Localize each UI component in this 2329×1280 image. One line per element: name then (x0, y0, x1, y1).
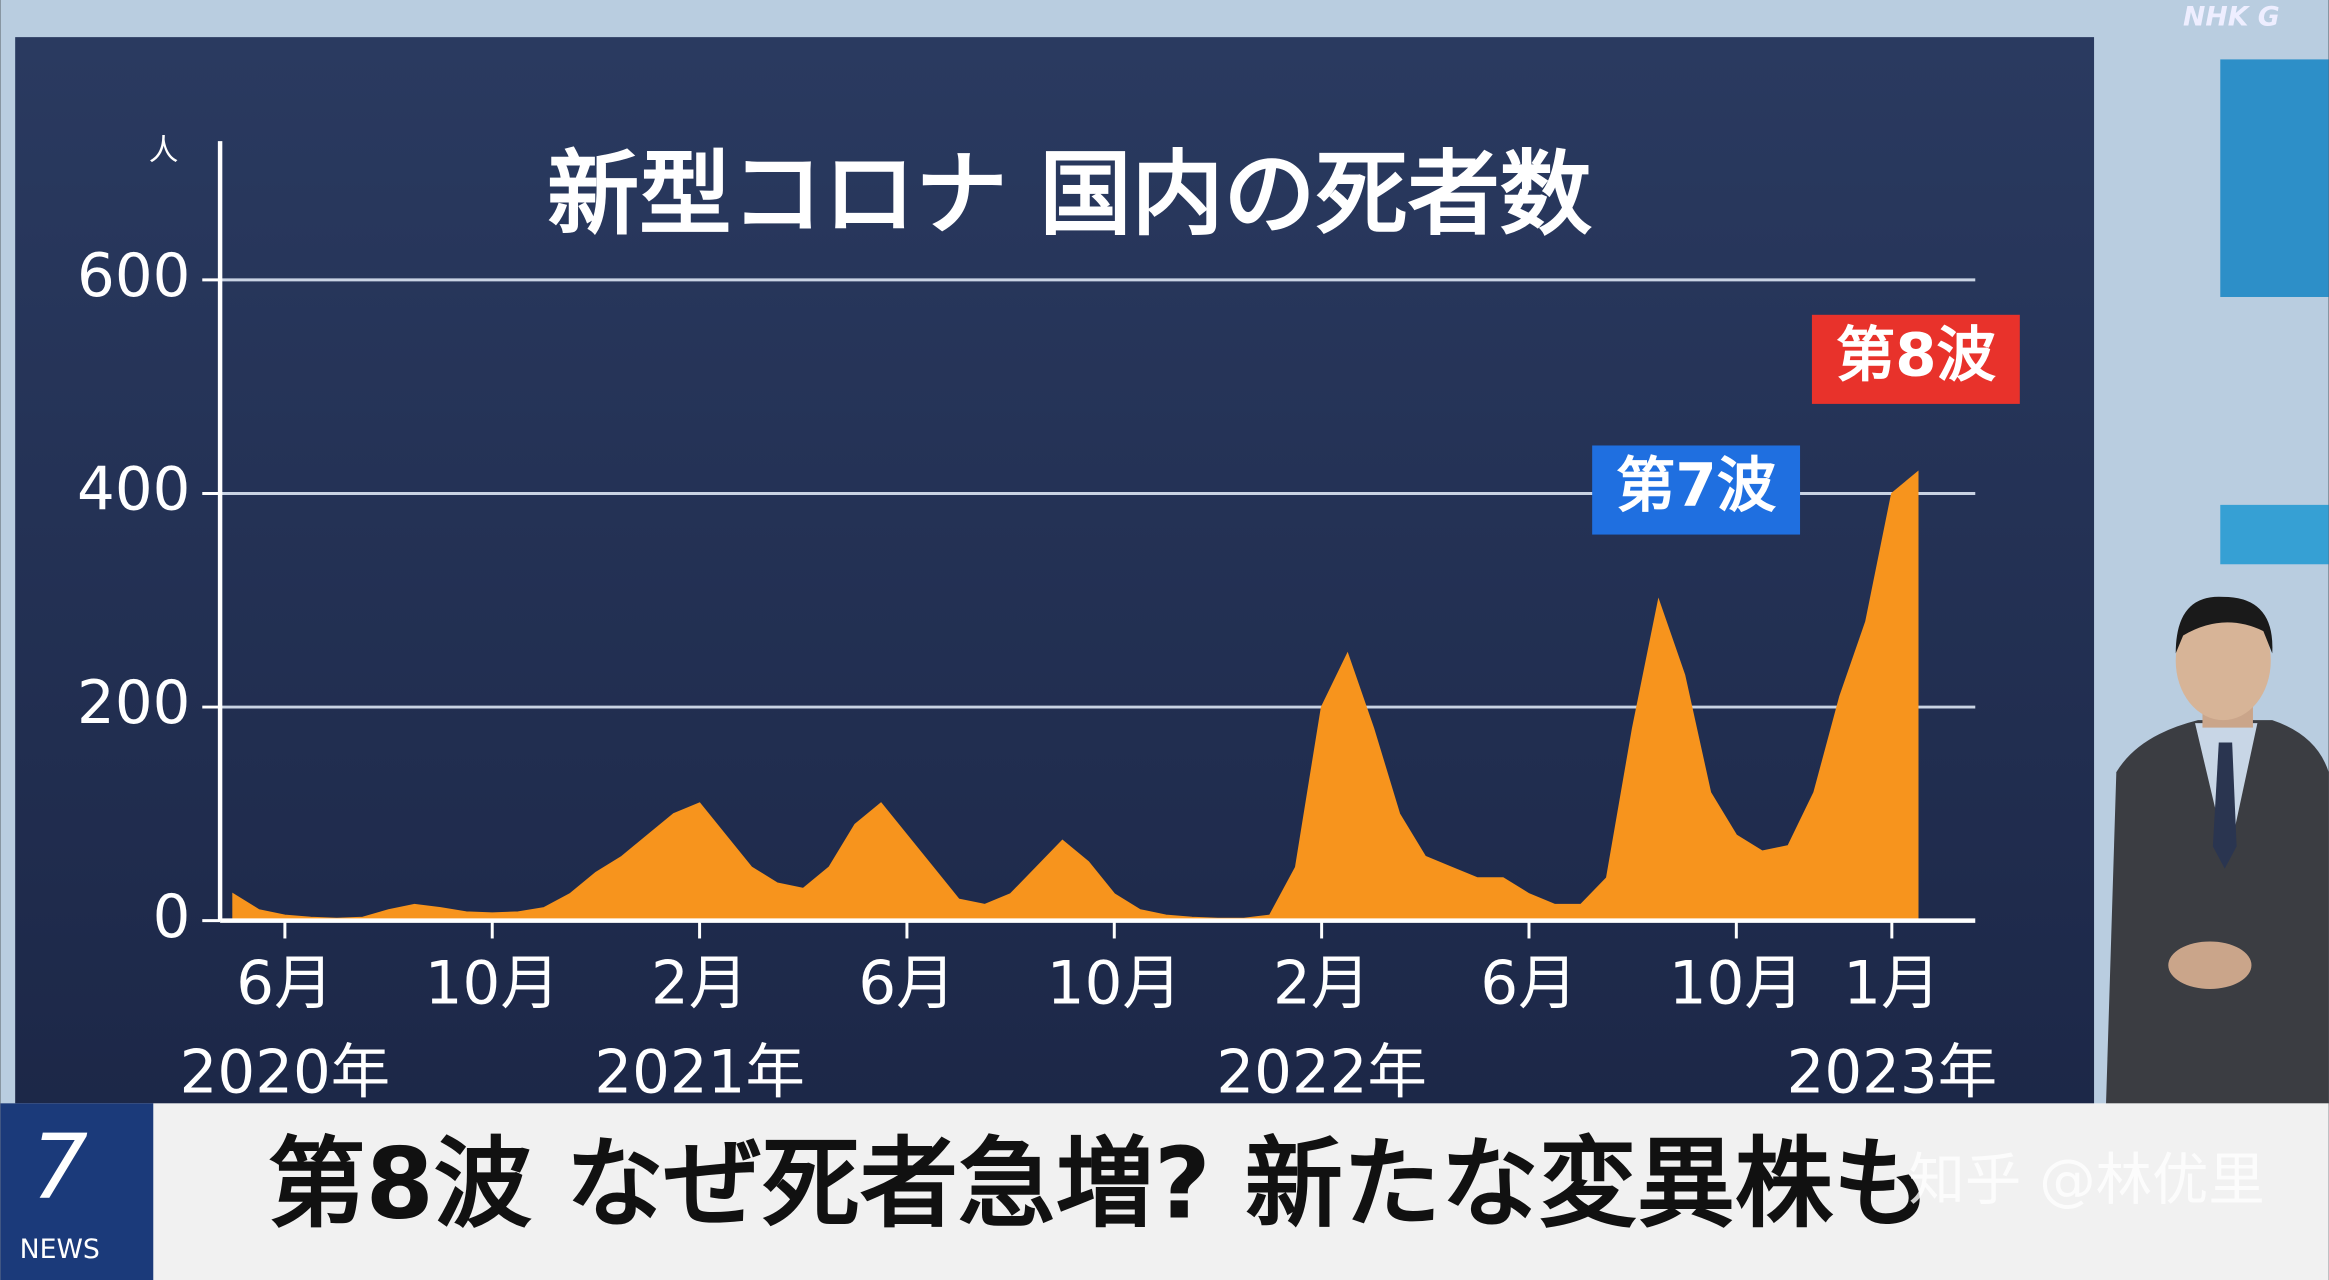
x-year-label: 2020年 (180, 1039, 390, 1108)
plot: 0 200 400 600 6月 2020年 10月 2月 2021年 6月 10月 2月 2022年 6… (77, 141, 2020, 1108)
y-tick-label: 400 (77, 456, 190, 525)
x-year-label: 2023年 (1787, 1039, 1997, 1108)
x-tick-label: 10月 (1047, 950, 1182, 1019)
annotation-box (1811, 314, 2020, 404)
studio-panel (2220, 504, 2329, 565)
watermark: 知乎 @林优里 (1908, 1148, 2264, 1213)
y-tick-label: 0 (153, 883, 191, 952)
studio-panel (2220, 59, 2329, 297)
chart-title: 新型コロナ 国内の死者数 (547, 141, 1592, 248)
channel-logo: NHK G (2183, 1, 2280, 32)
y-tick-label: 200 (77, 669, 190, 738)
headline-bar (0, 1103, 2329, 1280)
x-year-label: 2021年 (594, 1039, 804, 1108)
program-name: NEWS (20, 1234, 100, 1265)
x-tick-label: 2月 (1273, 950, 1370, 1019)
annotation: 第8波 (1836, 321, 1997, 390)
x-tick-label: 1月 (1843, 950, 1940, 1019)
x-tick-label: 2月 (651, 950, 748, 1019)
presenter (2105, 596, 2329, 1107)
annotation: 第7波 (1616, 452, 1777, 521)
program-number: 7 (31, 1115, 88, 1219)
area (232, 470, 1919, 922)
x-tick-label: 6月 (858, 950, 955, 1019)
x-tick-label: 10月 (1669, 950, 1804, 1019)
x-tick-label: 6月 (236, 950, 333, 1019)
y-unit: 人 (149, 133, 179, 168)
x-tick-label: 6月 (1480, 950, 1577, 1019)
x-tick-label: 10月 (425, 950, 560, 1019)
x-year-label: 2022年 (1216, 1039, 1426, 1108)
annotation-box (1592, 445, 1801, 535)
program-logo-box (0, 1103, 154, 1280)
y-tick-label: 600 (77, 242, 190, 311)
chart-panel (15, 37, 2095, 1129)
headline: 第8波 なぜ死者急増? 新たな変異株も (268, 1128, 1931, 1242)
